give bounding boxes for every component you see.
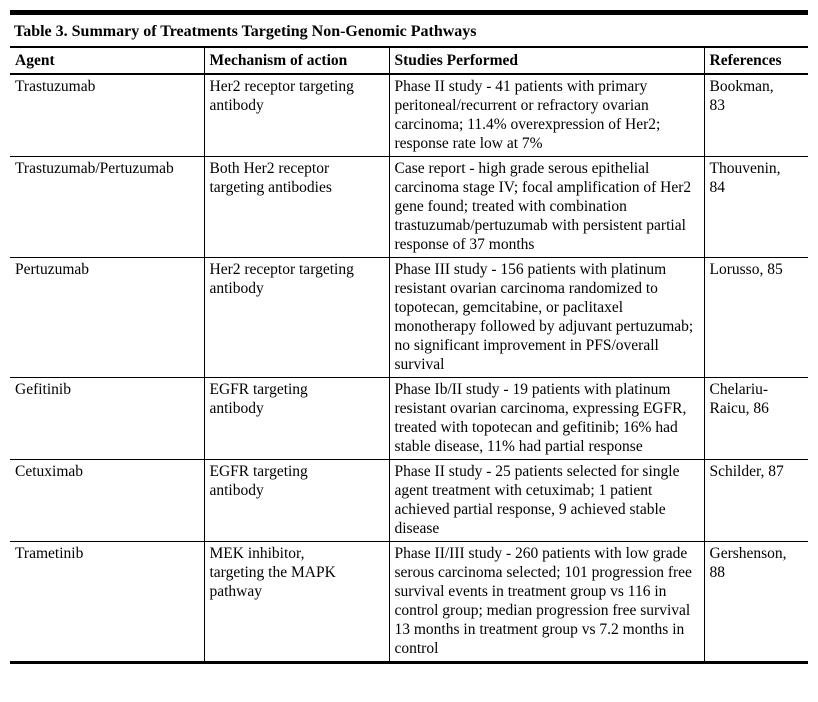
cell-studies: Phase Ib/II study - 19 patients with pla… — [388, 377, 704, 460]
column-header-studies: Studies Performed — [388, 48, 704, 75]
cell-mechanism: Both Her2 receptor targeting antibodies — [203, 156, 389, 258]
table-row: Trastuzumab Her2 receptor targeting anti… — [10, 74, 808, 157]
cell-mechanism: Her2 receptor targeting antibody — [203, 257, 389, 378]
cell-agent: Trastuzumab — [10, 74, 204, 157]
table-title: Table 3. Summary of Treatments Targeting… — [10, 15, 808, 48]
cell-agent: Gefitinib — [10, 377, 204, 460]
table-row: Trastuzumab/Pertuzumab Both Her2 recepto… — [10, 156, 808, 258]
cell-references: Thouvenin, 84 — [703, 156, 808, 258]
cell-references: Chelariu-Raicu, 86 — [703, 377, 808, 460]
cell-references: Schilder, 87 — [703, 459, 808, 542]
cell-mechanism: EGFR targeting antibody — [203, 459, 389, 542]
cell-references: Bookman, 83 — [703, 74, 808, 157]
table-row: Gefitinib EGFR targeting antibody Phase … — [10, 377, 808, 460]
column-header-agent: Agent — [10, 48, 204, 75]
cell-studies: Phase II study - 25 patients selected fo… — [388, 459, 704, 542]
column-header-mechanism: Mechanism of action — [203, 48, 389, 75]
cell-mechanism: MEK inhibitor, targeting the MAPK pathwa… — [203, 541, 389, 664]
cell-mechanism: Her2 receptor targeting antibody — [203, 74, 389, 157]
table-row: Cetuximab EGFR targeting antibody Phase … — [10, 459, 808, 542]
cell-studies: Phase II/III study - 260 patients with l… — [388, 541, 704, 664]
table-row: Pertuzumab Her2 receptor targeting antib… — [10, 257, 808, 378]
header-row: Agent Mechanism of action Studies Perfor… — [10, 48, 808, 75]
cell-agent: Trametinib — [10, 541, 204, 664]
cell-studies: Case report - high grade serous epitheli… — [388, 156, 704, 258]
treatments-table: Agent Mechanism of action Studies Perfor… — [10, 48, 808, 664]
cell-agent: Cetuximab — [10, 459, 204, 542]
column-header-references: References — [703, 48, 808, 75]
cell-studies: Phase II study - 41 patients with primar… — [388, 74, 704, 157]
cell-mechanism: EGFR targeting antibody — [203, 377, 389, 460]
cell-studies: Phase III study - 156 patients with plat… — [388, 257, 704, 378]
cell-agent: Trastuzumab/Pertuzumab — [10, 156, 204, 258]
table-3-block: Table 3. Summary of Treatments Targeting… — [10, 10, 808, 664]
cell-agent: Pertuzumab — [10, 257, 204, 378]
cell-references: Gershenson, 88 — [703, 541, 808, 664]
cell-references: Lorusso, 85 — [703, 257, 808, 378]
table-row: Trametinib MEK inhibitor, targeting the … — [10, 541, 808, 664]
